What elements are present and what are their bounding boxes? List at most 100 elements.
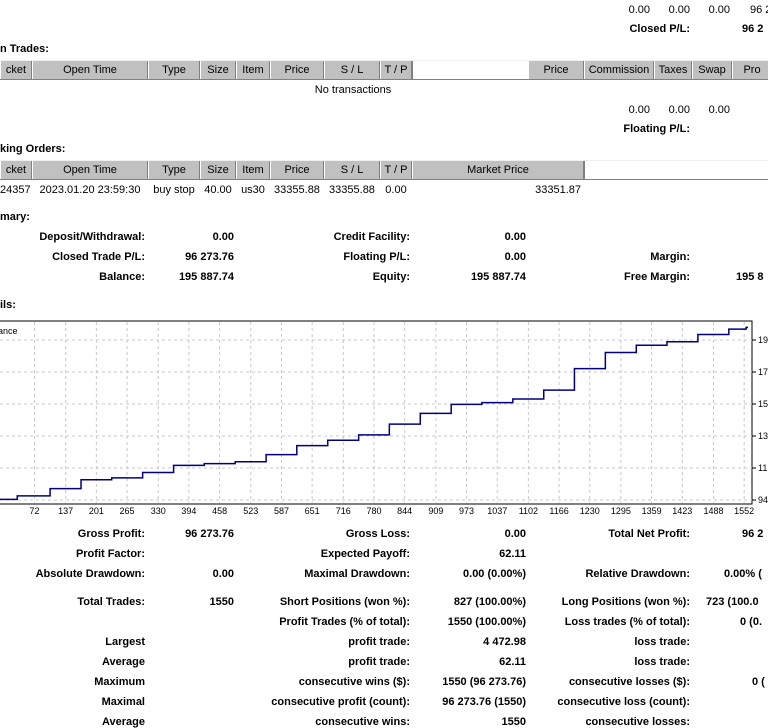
equity-value: 195 887.74 (470, 271, 526, 283)
total-net-value: 96 2 (742, 528, 764, 540)
open-total-1: 0.00 (628, 104, 650, 116)
average-profit-label: profit trade: (348, 656, 410, 668)
chart-x-tick-label: 651 (305, 506, 320, 516)
col-tp[interactable]: T / P (380, 61, 412, 79)
maximal-label: Maximal (101, 696, 145, 708)
chart-y-tick-label: 19 (758, 335, 768, 345)
rel-drawdown-value: 0.00% ( (724, 568, 762, 580)
chart-series (0, 326, 748, 501)
col-size[interactable]: Size (200, 61, 236, 79)
working-orders-header: cket Open Time Type Size Item Price S / … (0, 160, 768, 180)
wo-col-market-price[interactable]: Market Price (412, 161, 584, 179)
maximal-profit-value: 96 273.76 (1550) (442, 696, 526, 708)
closed-trade-value: 96 273.76 (185, 251, 234, 263)
max-cons-wins-label: consecutive wins ($): (298, 676, 410, 688)
col-sl[interactable]: S / L (324, 61, 380, 79)
chart-x-tick-label: 1230 (580, 506, 600, 516)
wo-item: us30 (241, 184, 265, 196)
max-drawdown-label: Maximal Drawdown: (304, 568, 410, 580)
col-close-price[interactable]: Price (528, 61, 584, 79)
chart-x-tick-label: 909 (428, 506, 443, 516)
chart-y-ticks: 19 17 15 13 11 94 (752, 335, 768, 505)
largest-label: Largest (105, 636, 145, 648)
wo-col-gap (584, 161, 768, 179)
col-profit[interactable]: Pro (732, 61, 768, 79)
gross-loss-value: 0.00 (504, 528, 526, 540)
wo-col-size[interactable]: Size (200, 161, 236, 179)
chart-x-tick-label: 1552 (734, 506, 754, 516)
chart-x-tick-label: 1166 (549, 506, 568, 516)
closed-total-4: 96 2 (750, 4, 768, 16)
chart-y-tick-label: 13 (758, 431, 768, 441)
open-total-2: 0.00 (668, 104, 690, 116)
wo-col-tp[interactable]: T / P (380, 161, 412, 179)
col-type[interactable]: Type (148, 61, 200, 79)
chart-x-tick-label: 458 (212, 506, 227, 516)
wo-market-price: 33351.87 (535, 184, 581, 196)
chart-x-tick-label: 1295 (611, 506, 631, 516)
chart-x-tick-label: 394 (181, 506, 196, 516)
avg-cons-wins-label: consecutive wins: (315, 716, 410, 728)
wo-col-open-time[interactable]: Open Time (32, 161, 148, 179)
col-commission[interactable]: Commission (584, 61, 654, 79)
chart-x-tick-label: 844 (397, 506, 412, 516)
loss-trades-label: Loss trades (% of total): (564, 616, 690, 628)
avg-cons-losses-label: consecutive losses: (585, 716, 690, 728)
gross-profit-value: 96 273.76 (185, 528, 234, 540)
closed-pl-value: 96 2 (742, 23, 764, 35)
wo-col-item[interactable]: Item (236, 161, 270, 179)
long-positions-label: Long Positions (won %): (561, 596, 690, 608)
col-taxes[interactable]: Taxes (654, 61, 692, 79)
free-margin-value: 195 8 (736, 271, 764, 283)
closed-total-2: 0.00 (668, 4, 690, 16)
wo-col-sl[interactable]: S / L (324, 161, 380, 179)
col-open-time[interactable]: Open Time (32, 61, 148, 79)
wo-tp: 0.00 (385, 184, 407, 196)
closed-pl-label: Closed P/L: (629, 23, 690, 35)
gross-profit-label: Gross Profit: (77, 528, 145, 540)
largest-profit-value: 4 472.98 (483, 636, 526, 648)
chart-x-tick-label: 973 (459, 506, 474, 516)
free-margin-label: Free Margin: (623, 271, 690, 283)
col-swap[interactable]: Swap (692, 61, 732, 79)
open-trades-header: cket Open Time Type Size Item Price S / … (0, 60, 768, 80)
short-positions-value: 827 (100.00%) (453, 596, 526, 608)
closed-total-1: 0.00 (628, 4, 650, 16)
wo-sl: 33355.88 (329, 184, 375, 196)
col-price[interactable]: Price (270, 61, 324, 79)
max-cons-losses-value: 0 ( (752, 676, 765, 688)
summary-title: mary: (0, 211, 30, 223)
balance-chart: 72 137 201 265 330 394 458 523 587 651 716 780 844 90… (0, 320, 768, 516)
credit-value: 0.00 (504, 231, 526, 243)
margin-label: Margin: (650, 251, 690, 263)
no-transactions-text: No transactions (314, 84, 392, 96)
chart-x-tick-label: 1423 (672, 506, 692, 516)
wo-ticket: 24357 (0, 184, 31, 196)
wo-col-price[interactable]: Price (270, 161, 324, 179)
chart-x-tick-label: 1488 (703, 506, 723, 516)
chart-frame (0, 320, 753, 505)
chart-y-tick-label: 11 (758, 463, 767, 473)
expected-payoff-label: Expected Payoff: (320, 548, 410, 560)
summary-floating-label: Floating P/L: (343, 251, 410, 263)
profit-factor-label: Profit Factor: (75, 548, 145, 560)
chart-x-ticks: 72 137 201 265 330 394 458 523 587 651 716 780 844 90… (30, 506, 755, 516)
deposit-value: 0.00 (212, 231, 234, 243)
chart-x-tick-label: 780 (366, 506, 381, 516)
abs-drawdown-value: 0.00 (212, 568, 234, 580)
closed-total-3: 0.00 (708, 4, 730, 16)
short-positions-label: Short Positions (won %): (279, 596, 410, 608)
total-trades-value: 1550 (209, 596, 234, 608)
wo-price: 33355.88 (274, 184, 320, 196)
details-title: ils: (0, 299, 16, 311)
loss-trades-value: 0 (0. (740, 616, 763, 628)
wo-col-type[interactable]: Type (148, 161, 200, 179)
col-ticket[interactable]: cket (0, 61, 32, 79)
chart-legend: ance (0, 326, 18, 336)
gross-loss-label: Gross Loss: (345, 528, 410, 540)
chart-x-tick-label: 716 (336, 506, 351, 516)
col-item[interactable]: Item (236, 61, 270, 79)
wo-col-ticket[interactable]: cket (0, 161, 32, 179)
chart-x-tick-label: 201 (89, 506, 104, 516)
largest-loss-label: loss trade: (634, 636, 690, 648)
